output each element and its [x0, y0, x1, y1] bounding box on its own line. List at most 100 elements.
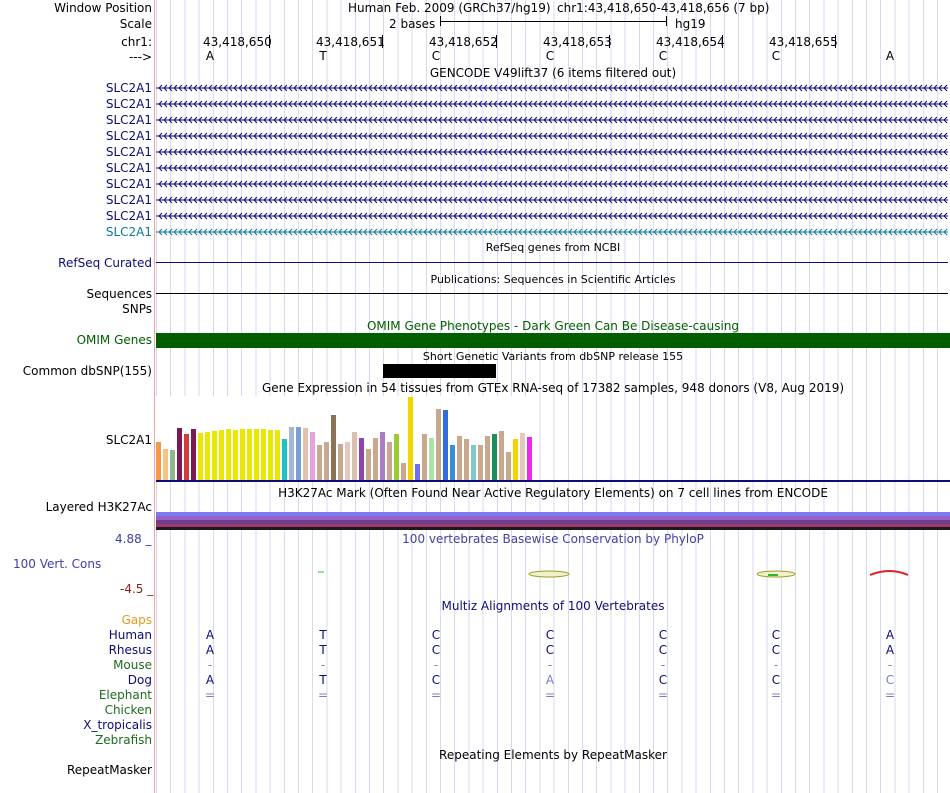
gencode-gene-body[interactable]	[156, 210, 948, 222]
gtex-tissue-bar[interactable]	[191, 429, 196, 480]
multiz-species-label[interactable]: Elephant	[98, 688, 152, 702]
cons-track-title[interactable]: 100 vertebrates Basewise Conservation by…	[402, 532, 704, 546]
multiz-species-label[interactable]: Chicken	[104, 703, 152, 717]
gtex-tissue-bar[interactable]	[261, 429, 266, 480]
gtex-tissue-bar[interactable]	[366, 449, 371, 480]
gtex-tissue-bar[interactable]	[345, 442, 350, 480]
gtex-bar-chart[interactable]	[156, 396, 536, 480]
dbsnp-variant[interactable]	[383, 364, 496, 378]
h3k27-layer[interactable]	[156, 527, 950, 530]
gtex-tissue-bar[interactable]	[485, 436, 490, 480]
gtex-tissue-bar[interactable]	[240, 429, 245, 480]
gtex-label[interactable]: SLC2A1	[105, 433, 152, 447]
gencode-gene-label[interactable]: SLC2A1	[105, 129, 152, 143]
gencode-gene-label[interactable]: SLC2A1	[105, 113, 152, 127]
cons-label[interactable]: 100 Vert. Cons	[13, 557, 102, 571]
gtex-tissue-bar[interactable]	[422, 434, 427, 480]
gtex-tissue-bar[interactable]	[156, 442, 161, 480]
gencode-gene-label[interactable]: SLC2A1	[105, 161, 152, 175]
gtex-tissue-bar[interactable]	[275, 430, 280, 480]
h3k27-label[interactable]: Layered H3K27Ac	[45, 500, 152, 514]
gtex-tissue-bar[interactable]	[219, 430, 224, 480]
omim-track-title[interactable]: OMIM Gene Phenotypes - Dark Green Can Be…	[366, 319, 740, 333]
gtex-tissue-bar[interactable]	[527, 437, 532, 480]
gencode-gene-body[interactable]	[156, 226, 948, 238]
multiz-species-label[interactable]: Zebrafish	[95, 733, 152, 747]
gtex-tissue-bar[interactable]	[177, 428, 182, 480]
gencode-gene-label[interactable]: SLC2A1	[105, 145, 152, 159]
gtex-tissue-bar[interactable]	[212, 431, 217, 480]
pubs-track-title[interactable]: Publications: Sequences in Scientific Ar…	[430, 273, 676, 286]
gtex-tissue-bar[interactable]	[254, 429, 259, 480]
gtex-tissue-bar[interactable]	[338, 444, 343, 480]
gtex-tissue-bar[interactable]	[464, 439, 469, 480]
gencode-gene-label[interactable]: SLC2A1	[105, 193, 152, 207]
gencode-gene-body[interactable]	[156, 194, 948, 206]
gtex-tissue-bar[interactable]	[478, 445, 483, 480]
gencode-gene-label[interactable]: SLC2A1	[105, 209, 152, 223]
gtex-tissue-bar[interactable]	[324, 442, 329, 480]
gtex-tissue-bar[interactable]	[408, 397, 413, 480]
multiz-species-label[interactable]: Rhesus	[108, 643, 152, 657]
multiz-species-label[interactable]: Mouse	[113, 658, 152, 672]
pubs-line[interactable]	[156, 293, 948, 294]
gtex-tissue-bar[interactable]	[310, 432, 315, 480]
position-text[interactable]: chr1:43,418,650-43,418,656 (7 bp)	[557, 1, 770, 15]
gencode-gene-body[interactable]	[156, 162, 948, 174]
cons-wiggle[interactable]	[156, 565, 950, 590]
gtex-tissue-bar[interactable]	[352, 432, 357, 480]
gtex-tissue-bar[interactable]	[226, 429, 231, 480]
gencode-gene-label[interactable]: SLC2A1	[105, 225, 152, 239]
gtex-tissue-bar[interactable]	[170, 450, 175, 480]
gtex-tissue-bar[interactable]	[499, 431, 504, 480]
gtex-tissue-bar[interactable]	[205, 432, 210, 480]
gtex-tissue-bar[interactable]	[184, 434, 189, 480]
gtex-tissue-bar[interactable]	[457, 436, 462, 480]
gtex-tissue-bar[interactable]	[359, 438, 364, 480]
gencode-gene-body[interactable]	[156, 146, 948, 158]
h3k27-layer[interactable]	[156, 512, 950, 516]
gencode-gene-body[interactable]	[156, 130, 948, 142]
gtex-tissue-bar[interactable]	[506, 452, 511, 480]
gtex-tissue-bar[interactable]	[163, 449, 168, 480]
gtex-tissue-bar[interactable]	[520, 433, 525, 480]
gtex-tissue-bar[interactable]	[373, 438, 378, 480]
gtex-tissue-bar[interactable]	[387, 442, 392, 480]
gtex-tissue-bar[interactable]	[247, 429, 252, 480]
gencode-gene-body[interactable]	[156, 178, 948, 190]
gencode-gene-body[interactable]	[156, 114, 948, 126]
gencode-gene-body[interactable]	[156, 82, 948, 94]
snps-label[interactable]: SNPs	[122, 302, 152, 316]
repeatmasker-label[interactable]: RepeatMasker	[66, 763, 152, 777]
gtex-tissue-bar[interactable]	[303, 428, 308, 480]
gtex-tissue-bar[interactable]	[233, 430, 238, 480]
gtex-tissue-bar[interactable]	[401, 463, 406, 480]
gencode-gene-label[interactable]: SLC2A1	[105, 97, 152, 111]
h3k27-layer[interactable]	[156, 516, 950, 520]
pubs-label[interactable]: Sequences	[86, 287, 152, 301]
multiz-species-label[interactable]: Dog	[127, 673, 152, 687]
gtex-tissue-bar[interactable]	[268, 430, 273, 480]
gtex-tissue-bar[interactable]	[296, 427, 301, 480]
gencode-track-title[interactable]: GENCODE V49lift37 (6 items filtered out)	[429, 66, 677, 80]
gtex-tissue-bar[interactable]	[471, 445, 476, 480]
gtex-tissue-bar[interactable]	[317, 445, 322, 480]
omim-label[interactable]: OMIM Genes	[76, 333, 152, 347]
dbsnp-track-title[interactable]: Short Genetic Variants from dbSNP releas…	[422, 350, 684, 363]
repeatmasker-track-title[interactable]: Repeating Elements by RepeatMasker	[439, 748, 667, 762]
gtex-tissue-bar[interactable]	[289, 427, 294, 480]
h3k27-layer[interactable]	[156, 524, 950, 527]
gencode-gene-label[interactable]: SLC2A1	[105, 177, 152, 191]
h3k27-layer[interactable]	[156, 520, 950, 524]
refseq-label[interactable]: RefSeq Curated	[58, 256, 152, 270]
gtex-tissue-bar[interactable]	[380, 432, 385, 480]
gencode-gene-body[interactable]	[156, 98, 948, 110]
multiz-species-label[interactable]: Human	[108, 628, 152, 642]
gtex-tissue-bar[interactable]	[198, 433, 203, 480]
h3k27-track-title[interactable]: H3K27Ac Mark (Often Found Near Active Re…	[278, 486, 828, 500]
gtex-tissue-bar[interactable]	[415, 464, 420, 480]
multiz-track-title[interactable]: Multiz Alignments of 100 Vertebrates	[441, 599, 665, 613]
omim-gene-bar[interactable]	[156, 333, 950, 348]
refseq-track-title[interactable]: RefSeq genes from NCBI	[485, 241, 621, 254]
dbsnp-label[interactable]: Common dbSNP(155)	[22, 364, 152, 378]
